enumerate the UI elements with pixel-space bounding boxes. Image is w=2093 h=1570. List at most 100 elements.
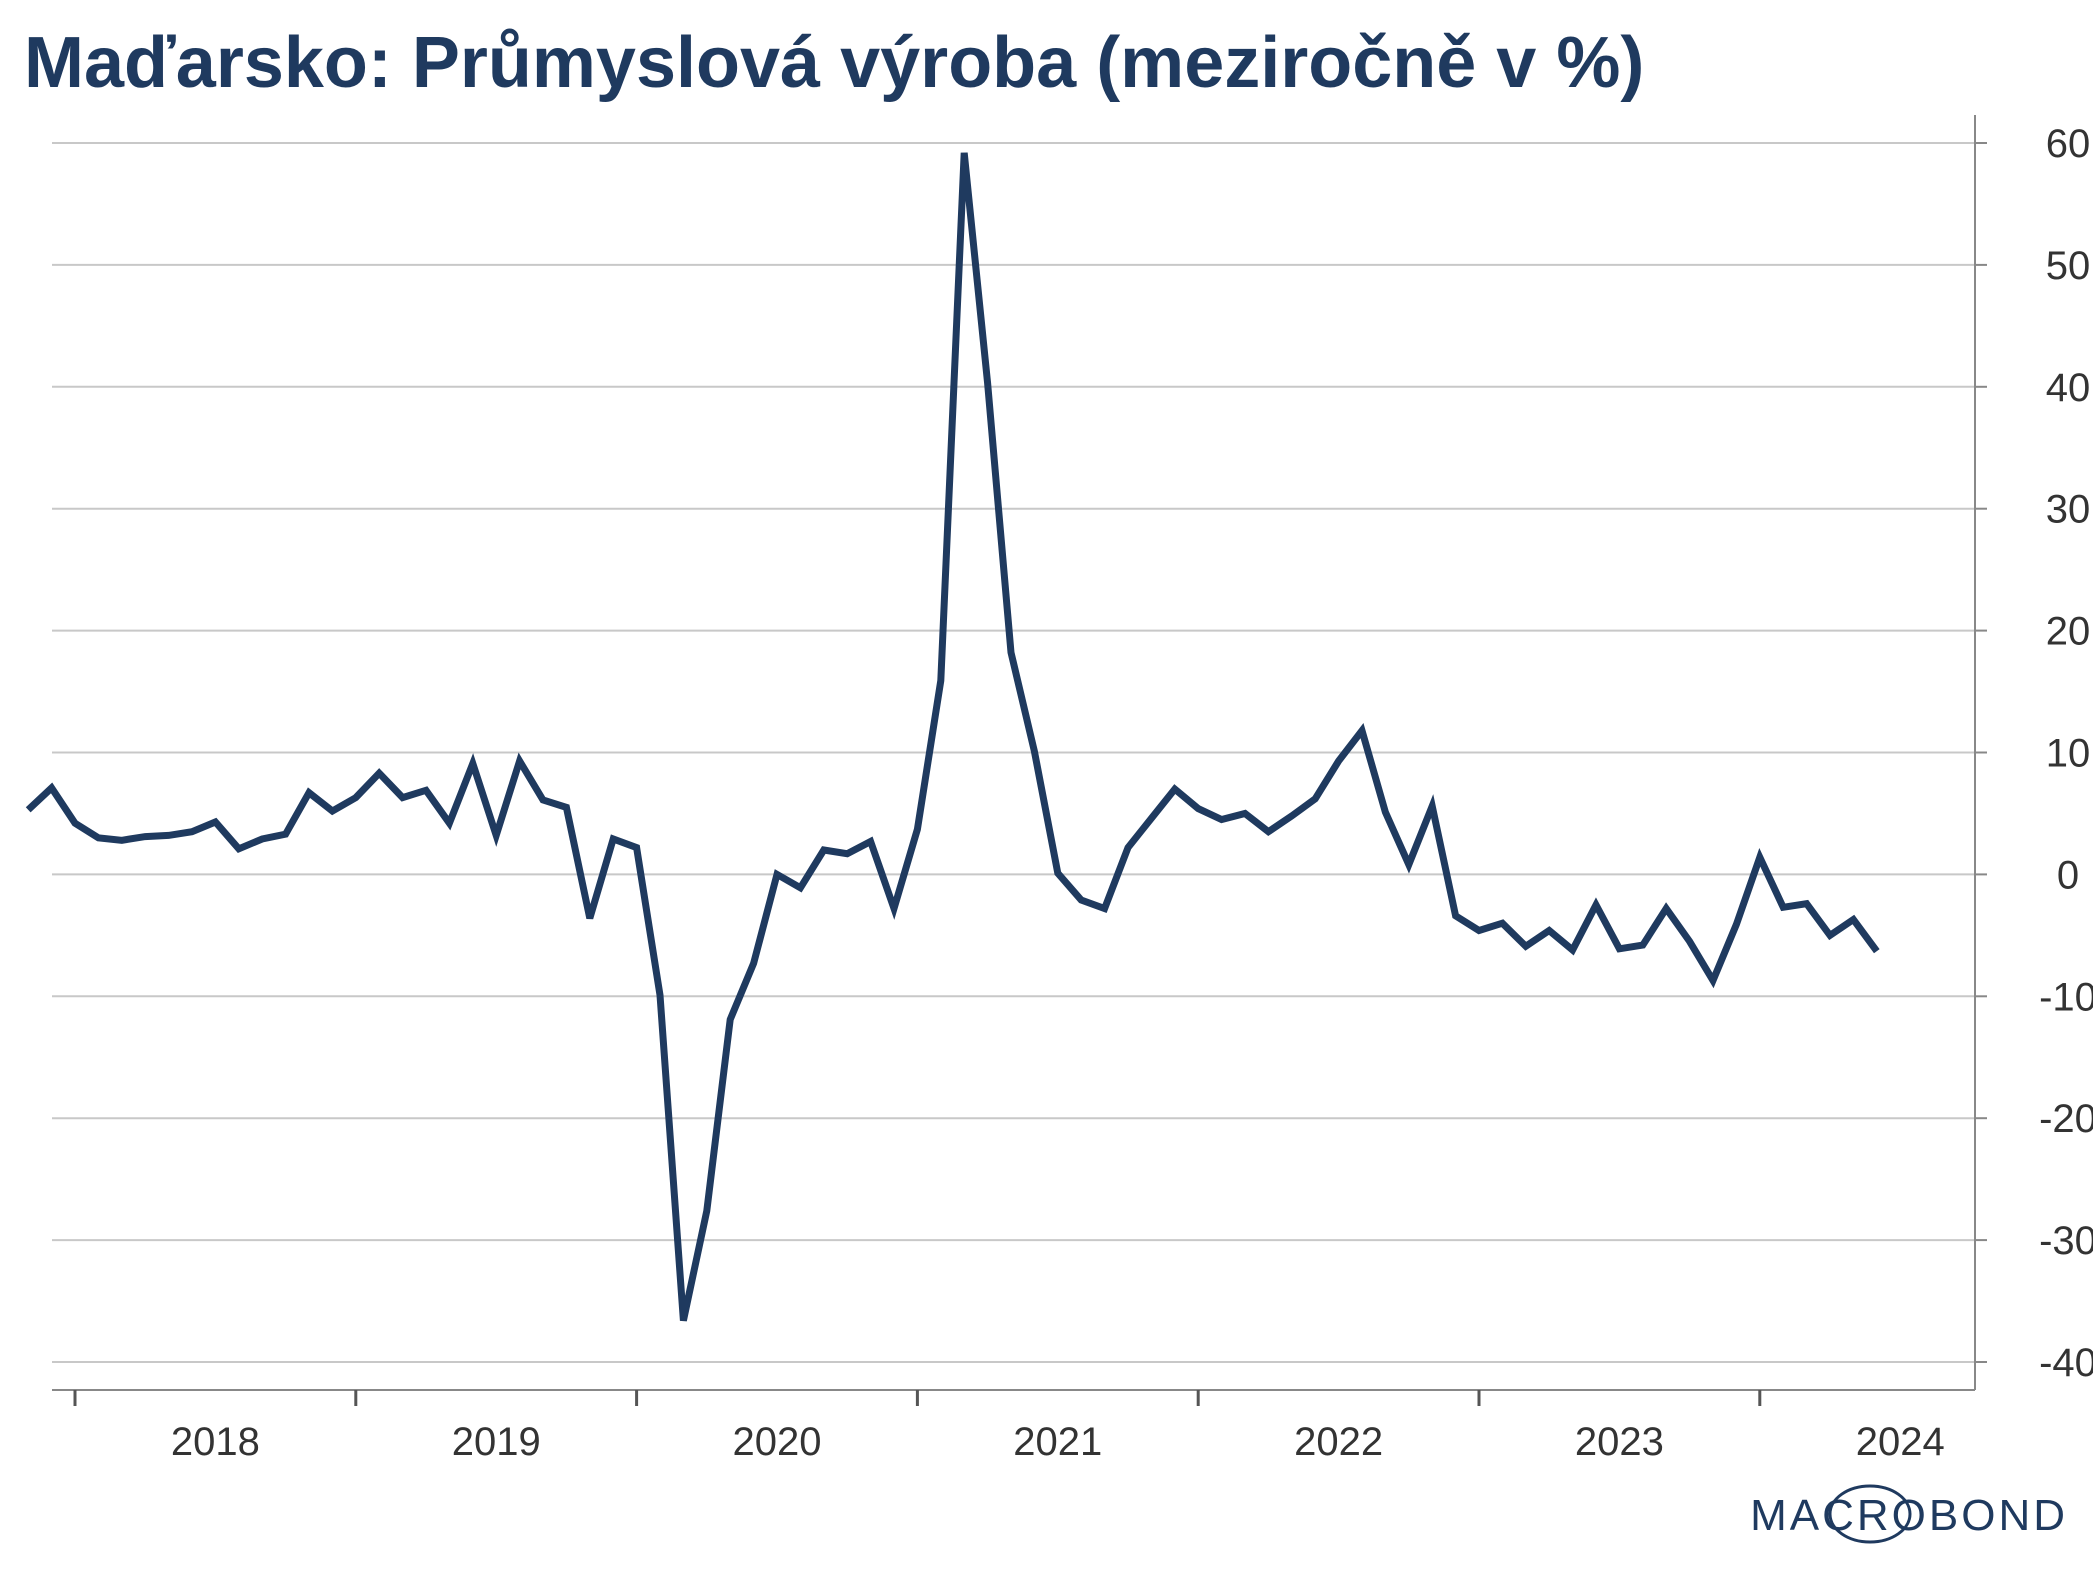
data-point bbox=[1549, 930, 1550, 931]
x-tick-label: 2020 bbox=[733, 1420, 822, 1464]
data-point bbox=[472, 763, 473, 764]
data-point bbox=[589, 918, 590, 919]
y-axis-tick-labels: 60 50 40 30 20 10 0 -10 -20 -30 -40 bbox=[2039, 122, 2093, 1385]
data-point bbox=[940, 680, 941, 681]
x-tick-label: 2024 bbox=[1856, 1420, 1945, 1464]
data-point bbox=[870, 841, 871, 842]
gridlines bbox=[52, 142, 1987, 1363]
data-point bbox=[660, 995, 661, 996]
x-tick-label: 2019 bbox=[452, 1420, 541, 1464]
data-point bbox=[1338, 761, 1339, 762]
data-point bbox=[1011, 652, 1012, 653]
y-tick-label: 10 bbox=[2046, 732, 2091, 776]
data-point bbox=[1830, 935, 1831, 936]
logo-ring bbox=[1828, 1484, 1912, 1544]
data-point bbox=[1198, 808, 1199, 809]
data-point bbox=[777, 874, 778, 875]
data-point bbox=[566, 807, 567, 808]
data-point bbox=[1362, 730, 1363, 731]
data-point bbox=[215, 822, 216, 823]
data-point bbox=[1642, 945, 1643, 946]
y-tick-label: -20 bbox=[2039, 1097, 2093, 1141]
data-point bbox=[1315, 798, 1316, 799]
data-point bbox=[613, 839, 614, 840]
data-point bbox=[1666, 908, 1667, 909]
data-point bbox=[683, 1320, 684, 1321]
data-point bbox=[1876, 951, 1877, 952]
data-point bbox=[1689, 941, 1690, 942]
y-tick-label: -40 bbox=[2039, 1341, 2093, 1385]
data-point bbox=[1057, 873, 1058, 874]
data-point bbox=[1572, 950, 1573, 951]
data-point bbox=[519, 761, 520, 762]
chart-title: Maďarsko: Průmyslová výroba (meziročně v… bbox=[24, 23, 1645, 103]
data-point bbox=[1783, 907, 1784, 908]
y-tick-label: 40 bbox=[2046, 366, 2091, 410]
data-point bbox=[496, 835, 497, 836]
logo-text: MACROBOND bbox=[1750, 1491, 2068, 1540]
axes bbox=[52, 115, 1976, 1406]
data-point bbox=[1128, 847, 1129, 848]
data-point bbox=[121, 840, 122, 841]
data-point bbox=[753, 963, 754, 964]
data-point bbox=[262, 839, 263, 840]
data-point bbox=[1408, 864, 1409, 865]
y-tick-label: 60 bbox=[2046, 122, 2091, 166]
data-point bbox=[1081, 900, 1082, 901]
x-tick-label: 2023 bbox=[1575, 1420, 1664, 1464]
data-point bbox=[168, 835, 169, 836]
x-tick-label: 2018 bbox=[171, 1420, 260, 1464]
data-point bbox=[1525, 946, 1526, 947]
data-point bbox=[1291, 815, 1292, 816]
data-point bbox=[1151, 818, 1152, 819]
data-point bbox=[1713, 980, 1714, 981]
data-point bbox=[145, 836, 146, 837]
data-point bbox=[987, 383, 988, 384]
data-point bbox=[379, 773, 380, 774]
y-tick-label: -30 bbox=[2039, 1219, 2093, 1263]
data-point bbox=[402, 797, 403, 798]
y-tick-label: 20 bbox=[2046, 610, 2091, 654]
data-point bbox=[1736, 924, 1737, 925]
data-point bbox=[1034, 751, 1035, 752]
data-point bbox=[847, 853, 848, 854]
x-tick-label: 2022 bbox=[1294, 1420, 1383, 1464]
data-point bbox=[706, 1210, 707, 1211]
data-point bbox=[964, 152, 965, 153]
data-point bbox=[1502, 923, 1503, 924]
series-layer bbox=[25, 152, 1880, 1322]
data-point bbox=[636, 847, 637, 848]
data-point bbox=[1268, 831, 1269, 832]
data-point bbox=[75, 823, 76, 824]
y-tick-label: 30 bbox=[2046, 488, 2091, 532]
data-point bbox=[894, 908, 895, 909]
data-point bbox=[332, 811, 333, 812]
data-point bbox=[823, 850, 824, 851]
data-point bbox=[1104, 908, 1105, 909]
data-point bbox=[51, 787, 52, 788]
y-tick-label: 50 bbox=[2046, 244, 2091, 288]
data-point bbox=[285, 834, 286, 835]
data-point bbox=[28, 809, 29, 810]
data-point bbox=[355, 797, 356, 798]
data-point bbox=[1619, 948, 1620, 949]
data-point bbox=[800, 887, 801, 888]
y-tick-label: -10 bbox=[2039, 975, 2093, 1019]
data-point bbox=[1596, 904, 1597, 905]
y-tick-label: 0 bbox=[2057, 853, 2079, 897]
macrobond-logo: MACROBOND bbox=[1750, 1484, 2068, 1544]
data-point bbox=[543, 800, 544, 801]
data-point bbox=[1806, 903, 1807, 904]
data-point bbox=[1385, 812, 1386, 813]
data-point bbox=[1221, 819, 1222, 820]
series-line bbox=[25, 152, 1880, 1322]
data-point bbox=[1432, 806, 1433, 807]
data-point bbox=[1174, 789, 1175, 790]
x-tick-label: 2021 bbox=[1013, 1420, 1102, 1464]
data-point bbox=[1853, 919, 1854, 920]
data-point bbox=[238, 848, 239, 849]
data-point bbox=[192, 831, 193, 832]
data-point bbox=[1759, 857, 1760, 858]
x-axis-tick-labels: 2018 2019 2020 2021 2022 2023 2024 bbox=[171, 1420, 1945, 1464]
